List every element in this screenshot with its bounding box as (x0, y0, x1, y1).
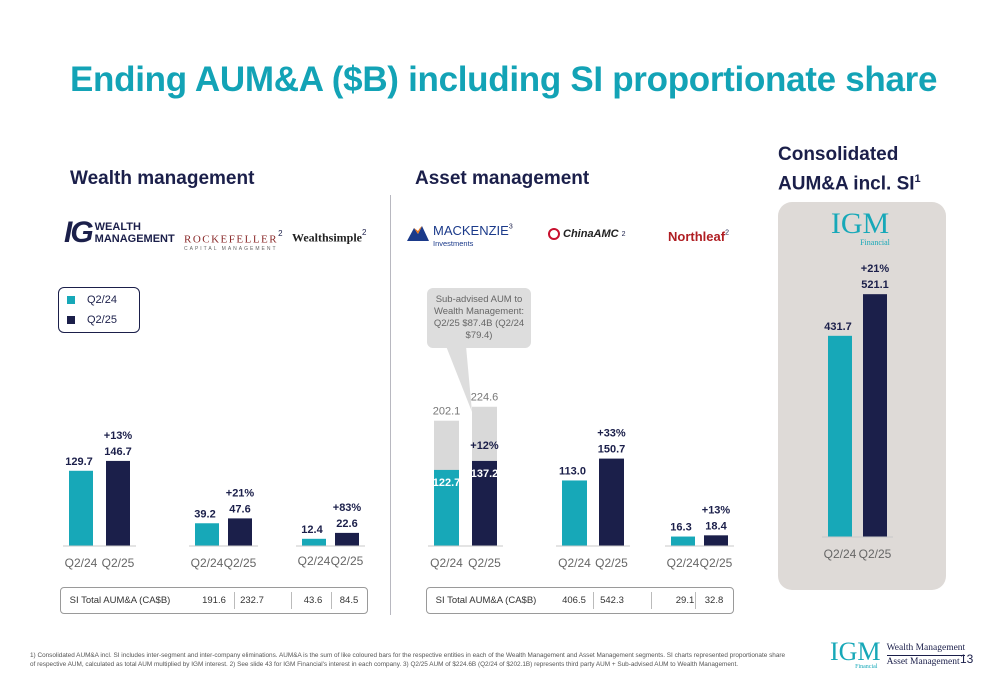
consolidated-panel (778, 202, 946, 590)
section-divider (390, 195, 391, 615)
si-table-wealth-label: SI Total AUM&A (CA$B) (69, 595, 171, 606)
chinaamc-logo: ChinaAMC 2 (548, 228, 626, 240)
chinaamc-tick-label-1: Q2/25 (595, 556, 628, 570)
wealthsimple-change-label: +83% (333, 502, 362, 514)
mackenzie-total-label-0: 202.1 (433, 406, 461, 418)
rockefeller-tick-label-0: Q2/24 (191, 556, 224, 570)
chinaamc-tick-label-0: Q2/24 (558, 556, 591, 570)
consolidated-title: Consolidated AUM&A incl. SI1 (778, 144, 921, 195)
legend-swatch-teal (67, 296, 75, 304)
igm-financial-logo: IGM Financial (830, 207, 890, 248)
legend-item-q2-24: Q2/24 (67, 290, 139, 310)
mackenzie-data-label-0: 122.7 (433, 477, 461, 489)
page-number: 13 (960, 652, 974, 666)
chinaamc-data-label-1: 150.7 (598, 444, 626, 456)
si-table-asset: SI Total AUM&A (CA$B) 406.5 542.3 29.1 3… (426, 587, 734, 614)
mackenzie-bar-q2-24 (434, 469, 459, 546)
mackenzie-logo: MACKENZIE3 Investments (407, 222, 513, 248)
legend: Q2/24 Q2/25 (58, 287, 140, 333)
igm-financial-change-label: +21% (861, 263, 890, 275)
northleaf-data-label-0: 16.3 (670, 522, 691, 534)
wealthsimple-tick-label-0: Q2/24 (298, 554, 331, 568)
ig-wealth-management-tick-label-0: Q2/24 (65, 556, 98, 570)
sub-advised-callout: Sub-advised AUM to Wealth Management: Q2… (427, 288, 531, 348)
mackenzie-tick-label-0: Q2/24 (430, 556, 463, 570)
page-title: Ending AUM&A ($B) including SI proportio… (70, 60, 938, 99)
wealthsimple-logo: Wealthsimple2 (292, 228, 367, 245)
si-value: 29.1 (675, 595, 695, 606)
mackenzie-tick-label-1: Q2/25 (468, 556, 501, 570)
igm-financial-data-label-1: 521.1 (861, 279, 889, 291)
chinaamc-data-label-0: 113.0 (559, 465, 586, 477)
si-value: 43.6 (303, 595, 323, 606)
igm-financial-bar-q2-25 (863, 294, 887, 537)
ig-wealth-management-bar-q2-24 (69, 470, 93, 546)
si-value: 406.5 (562, 595, 586, 606)
si-value: 84.5 (339, 595, 359, 606)
si-value: 191.6 (202, 595, 226, 606)
legend-swatch-navy (67, 316, 75, 324)
mackenzie-mountain-icon (407, 226, 429, 241)
mackenzie-bar-q2-25 (472, 460, 497, 546)
chinaamc-icon (548, 228, 560, 240)
rockefeller-bar-q2-24 (195, 523, 219, 546)
igm-financial-tick-label-1: Q2/25 (859, 547, 892, 561)
chinaamc-bar-q2-25 (599, 458, 624, 546)
chinaamc-bar-q2-24 (562, 480, 587, 546)
northleaf-tick-label-1: Q2/25 (700, 556, 733, 570)
ig-wealth-management-change-label: +13% (104, 430, 133, 442)
wealth-management-title: Wealth management (70, 168, 255, 189)
rockefeller-logo: ROCKEFELLER2 CAPITAL MANAGEMENT (184, 229, 283, 253)
si-value: 32.8 (704, 595, 724, 606)
igm-financial-data-label-0: 431.7 (824, 321, 852, 333)
mackenzie-change-label: +12% (470, 440, 499, 452)
si-value: 542.3 (600, 595, 624, 606)
northleaf-bar-q2-24 (671, 536, 695, 546)
wealthsimple-bar-q2-25 (335, 532, 359, 546)
northleaf-change-label: +13% (702, 504, 731, 516)
wealthsimple-data-label-1: 22.6 (336, 518, 357, 530)
igm-financial-bar-q2-24 (828, 335, 852, 537)
legend-item-q2-25: Q2/25 (67, 310, 139, 330)
northleaf-bar-q2-25 (704, 535, 728, 546)
northleaf-logo: Northleaf2 (668, 229, 729, 244)
rockefeller-bar-q2-25 (228, 518, 252, 546)
igm-financial-tick-label-0: Q2/24 (824, 547, 857, 561)
ig-wealth-management-tick-label-1: Q2/25 (102, 556, 135, 570)
ig-wealth-management-logo: IG WEALTH MANAGEMENT (64, 216, 175, 249)
wealthsimple-tick-label-1: Q2/25 (331, 554, 364, 568)
footer-igm-logo: IGM Financial Wealth Management Asset Ma… (830, 637, 966, 670)
si-table-wealth: SI Total AUM&A (CA$B) 191.6 232.7 43.6 8… (60, 587, 368, 614)
mackenzie-data-label-1: 137.2 (471, 468, 499, 480)
ig-wealth-management-data-label-0: 129.7 (65, 456, 93, 468)
asset-management-title: Asset management (415, 168, 590, 189)
si-table-asset-label: SI Total AUM&A (CA$B) (435, 595, 537, 606)
chinaamc-change-label: +33% (597, 428, 626, 440)
northleaf-data-label-1: 18.4 (705, 520, 727, 532)
si-value: 232.7 (240, 595, 264, 606)
wealthsimple-bar-q2-24 (302, 538, 326, 546)
rockefeller-data-label-1: 47.6 (229, 503, 250, 515)
northleaf-tick-label-0: Q2/24 (667, 556, 700, 570)
ig-wealth-management-data-label-1: 146.7 (104, 446, 132, 458)
rockefeller-tick-label-1: Q2/25 (224, 556, 257, 570)
mackenzie-total-label-1: 224.6 (471, 392, 499, 404)
wealthsimple-data-label-0: 12.4 (301, 524, 323, 536)
callout-pointer (446, 346, 472, 412)
footnote: 1) Consolidated AUM&A incl. SI includes … (30, 652, 786, 668)
ig-wealth-management-bar-q2-25 (106, 460, 130, 546)
rockefeller-data-label-0: 39.2 (194, 508, 215, 520)
rockefeller-change-label: +21% (226, 487, 255, 499)
